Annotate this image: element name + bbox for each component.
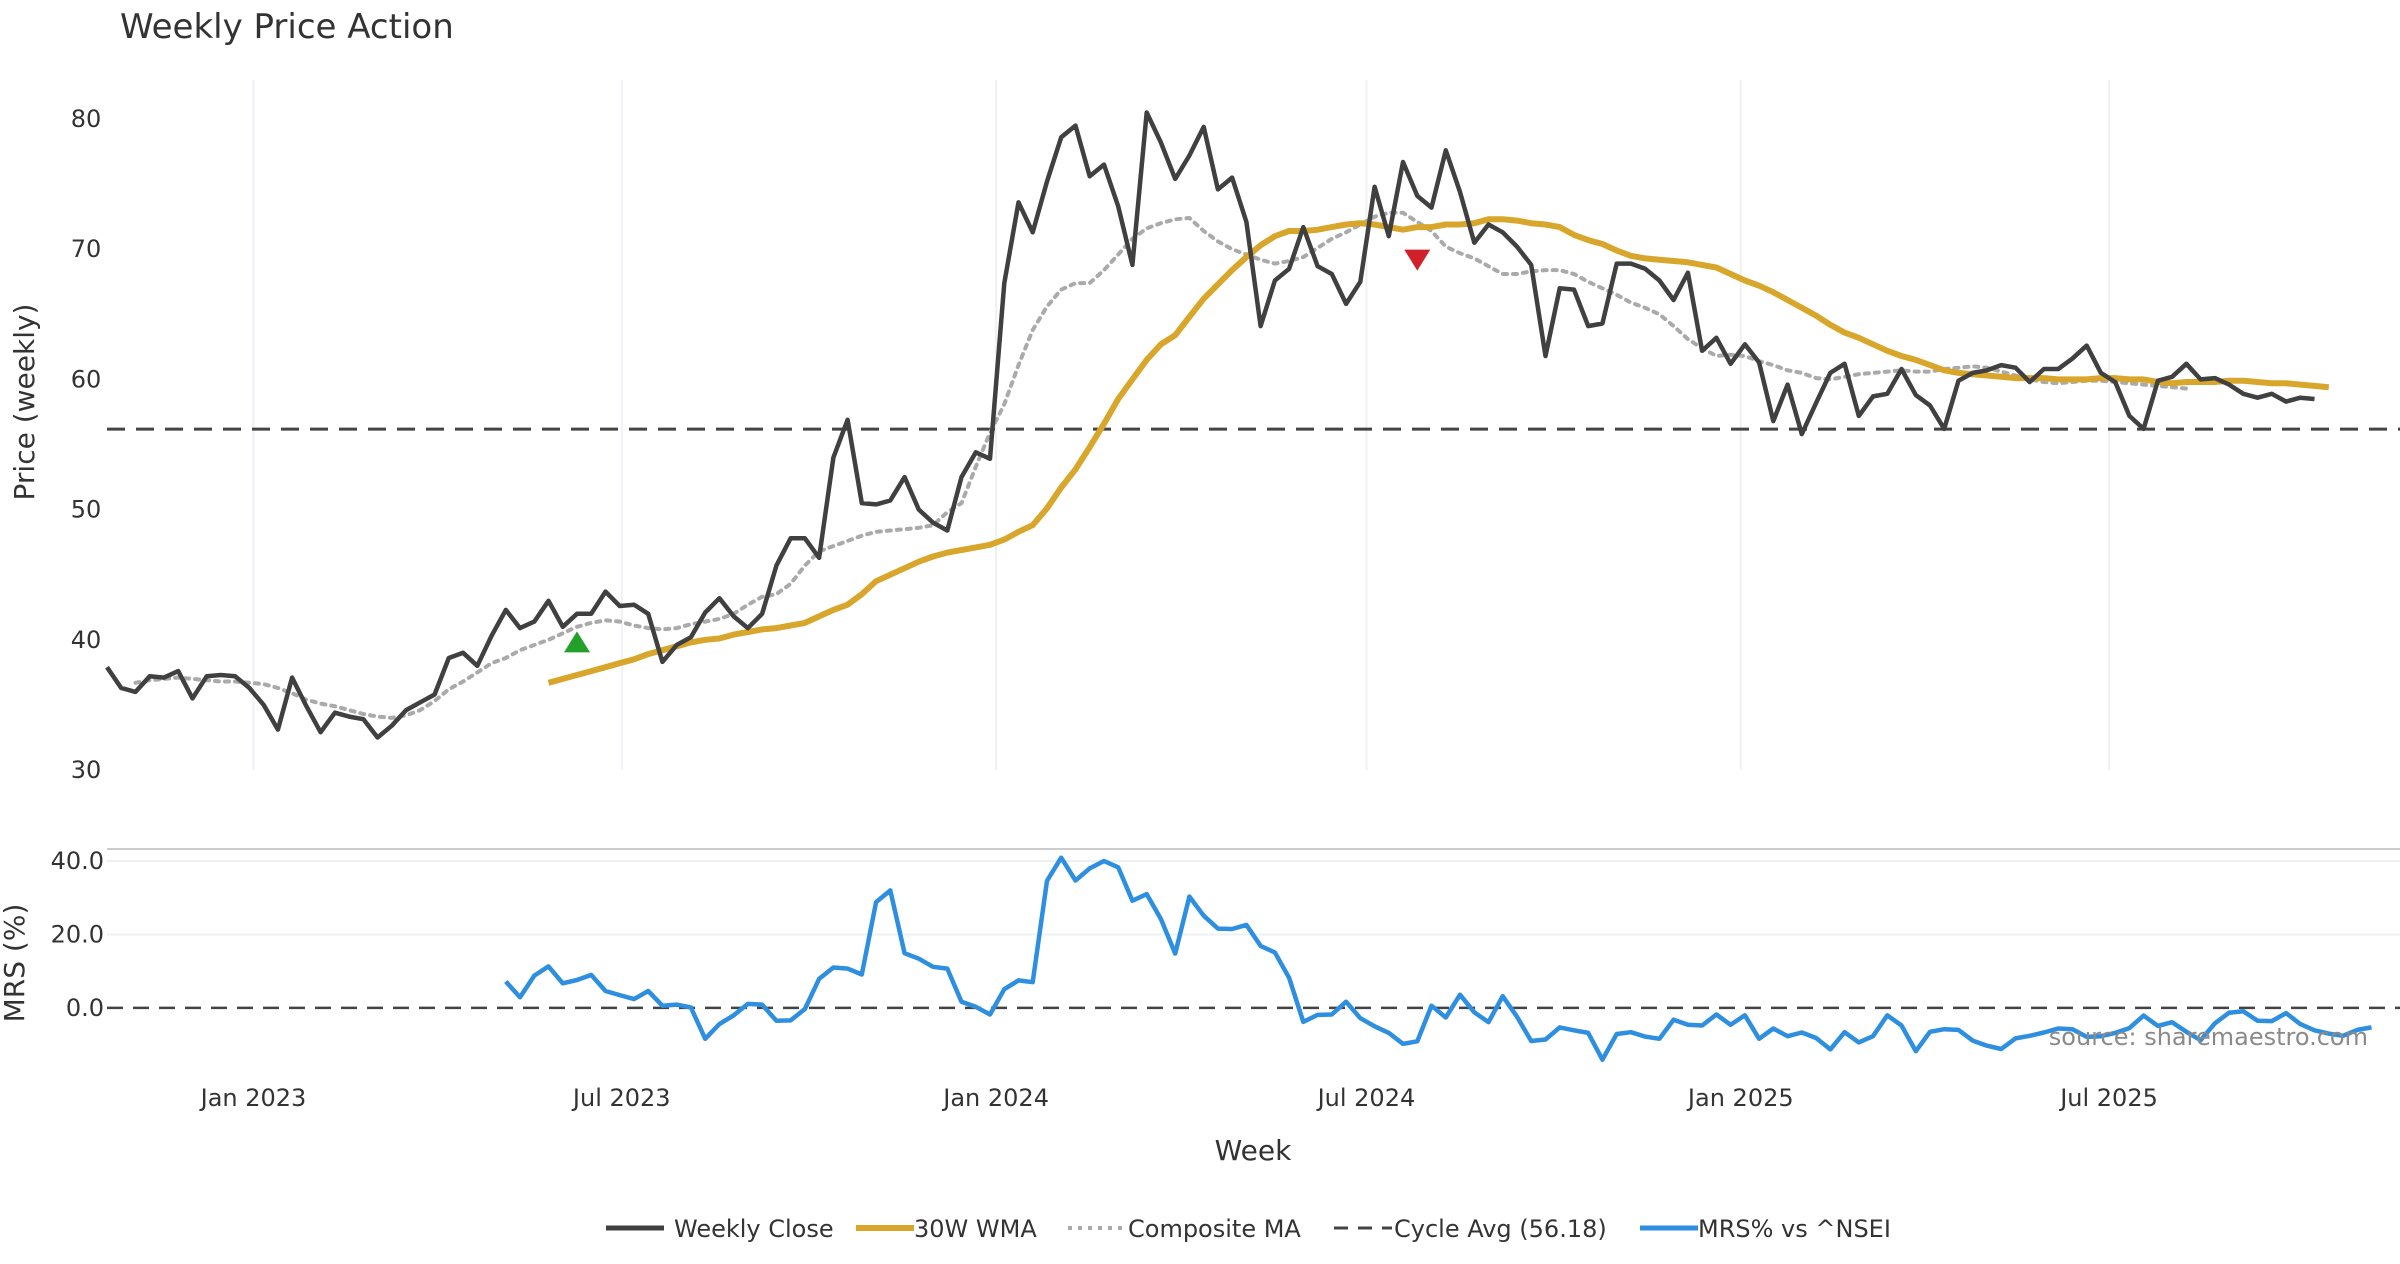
source-note: source: sharemaestro.com: [2049, 1023, 2368, 1051]
mrs-y-tick: 20.0: [51, 920, 104, 948]
price-y-tick: 40: [71, 626, 102, 654]
price-y-tick: 60: [71, 365, 102, 393]
legend-label-mrs: MRS% vs ^NSEI: [1698, 1215, 1891, 1243]
mrs-y-ticks: 0.0 20.0 40.0: [51, 847, 104, 1022]
x-tick-label: Jul 2023: [571, 1084, 671, 1112]
mrs-y-tick: 0.0: [66, 994, 104, 1022]
x-tick-label: Jan 2024: [941, 1084, 1049, 1112]
x-tick-label: Jul 2025: [2058, 1084, 2158, 1112]
legend: Weekly Close 30W WMA Composite MA Cycle Avg…: [606, 1215, 1891, 1243]
x-ticks: Jan 2023 Jul 2023 Jan 2024 Jul 2024 Jan 2025…: [199, 1084, 2158, 1112]
mrs-axis-label: MRS (%): [0, 904, 31, 1023]
legend-label-cycle: Cycle Avg (56.18): [1394, 1215, 1607, 1243]
wma-line: [547, 216, 2330, 686]
legend-label-wma: 30W WMA: [914, 1215, 1037, 1243]
mrs-lines: [107, 855, 2400, 1062]
price-y-tick: 70: [71, 235, 102, 263]
sell-signal-marker: [1404, 249, 1431, 271]
price-axis-label: Price (weekly): [8, 304, 41, 501]
buy-signal-marker: [563, 631, 590, 653]
legend-label-close: Weekly Close: [674, 1215, 834, 1243]
price-y-tick: 80: [71, 105, 102, 133]
price-grid: [252, 80, 2111, 770]
x-axis-label: Week: [1215, 1134, 1292, 1167]
mrs-grid: [107, 860, 2400, 936]
x-tick-label: Jan 2025: [1686, 1084, 1794, 1112]
price-lines: [105, 110, 2400, 740]
mrs-line: [504, 855, 2372, 1062]
signal-markers: [563, 249, 1431, 653]
mrs-y-tick: 40.0: [51, 847, 104, 875]
price-y-ticks: 30 40 50 60 70 80: [71, 105, 102, 784]
x-tick-label: Jul 2024: [1316, 1084, 1416, 1112]
legend-label-composite: Composite MA: [1128, 1215, 1301, 1243]
price-y-tick: 30: [71, 756, 102, 784]
composite-ma-line: [133, 210, 2189, 720]
chart-title: Weekly Price Action: [120, 7, 454, 47]
x-tick-label: Jan 2023: [199, 1084, 307, 1112]
price-y-tick: 50: [71, 496, 102, 524]
weekly-close-line: [105, 110, 2315, 740]
